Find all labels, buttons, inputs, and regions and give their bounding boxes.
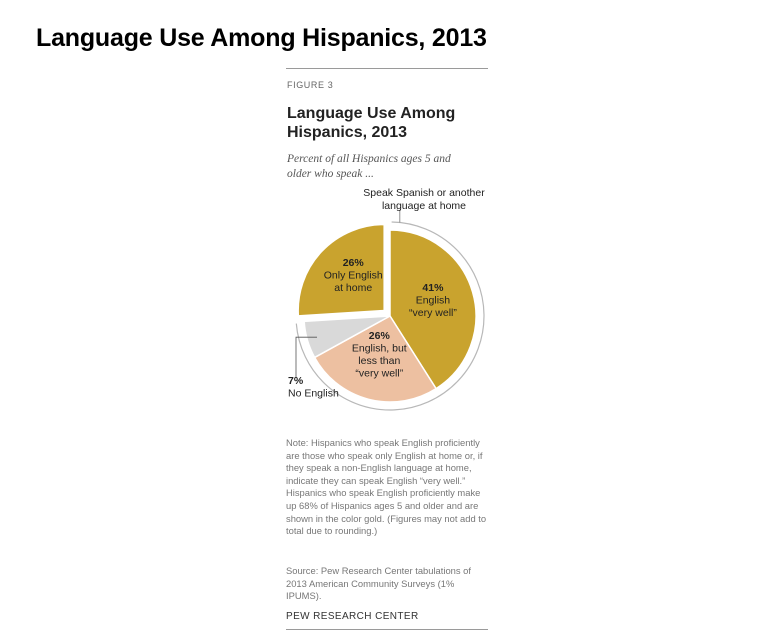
- slice-label-0: 41% English “very well”: [409, 282, 457, 319]
- figure-subtitle-line-2: older who speak ...: [287, 168, 374, 180]
- slice-label-3: 26% Only English at home: [324, 257, 383, 294]
- page-title: Language Use Among Hispanics, 2013: [36, 24, 487, 52]
- group-arc: [295, 221, 485, 411]
- pie-slice-3: [297, 223, 385, 317]
- pie-chart: 41% English “very well”26% English, but less…: [288, 187, 485, 411]
- pie-slice-1: [313, 315, 438, 403]
- bottom-divider: [286, 629, 488, 630]
- figure-note: Note: Hispanics who speak English profic…: [286, 437, 487, 537]
- figure-subtitle: Percent of all Hispanics ages 5 and olde…: [287, 152, 487, 182]
- pie-slice-2: [303, 315, 391, 359]
- organization-credit: PEW RESEARCH CENTER: [286, 611, 419, 622]
- figure-subtitle-line-1: Percent of all Hispanics ages 5 and: [287, 153, 451, 165]
- figure-title-line-1: Language Use Among: [287, 105, 456, 122]
- figure-title: Language Use Among Hispanics, 2013: [287, 104, 487, 142]
- figure-title-line-2: Hispanics, 2013: [287, 124, 408, 141]
- group-annotation: Speak Spanish or another language at home: [363, 187, 485, 212]
- figure-label: FIGURE 3: [287, 80, 334, 90]
- figure-source: Source: Pew Research Center tabulations …: [286, 565, 471, 602]
- slice-label-2: 7% No English: [288, 375, 339, 400]
- slice-leader-line-2: [295, 336, 318, 378]
- top-divider: [286, 68, 488, 69]
- slice-label-1: 26% English, but less than “very well”: [352, 330, 407, 380]
